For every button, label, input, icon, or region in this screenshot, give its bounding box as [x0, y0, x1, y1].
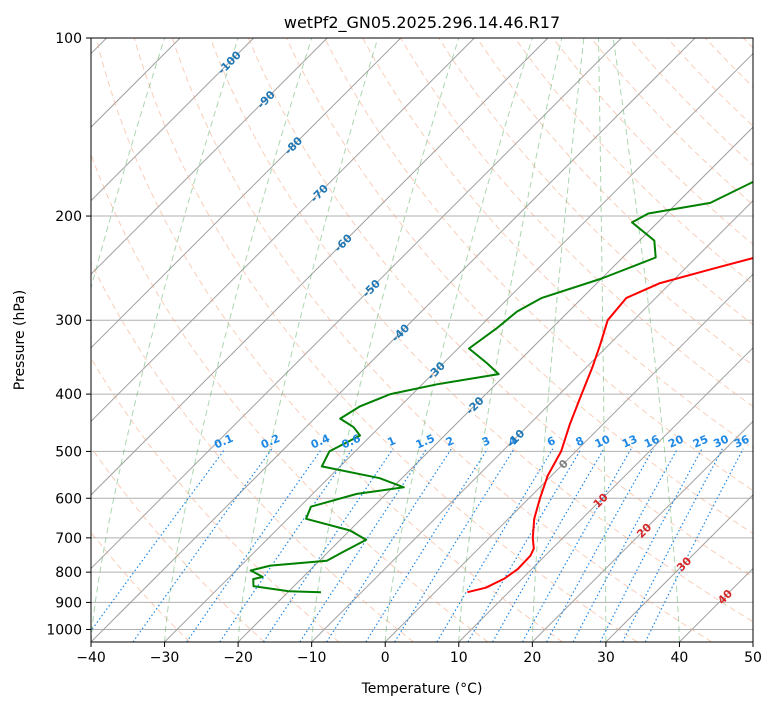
dry-adiabat-line: [91, 446, 265, 642]
mixing-ratio-line: [521, 448, 632, 642]
isotherm-line: [91, 38, 255, 202]
x-tick-label: −40: [76, 650, 106, 666]
isotherm-line: [164, 52, 753, 642]
mixing-ratio-line: [644, 448, 744, 642]
isotherm-line: [605, 494, 753, 642]
mixing-ratio-line: [492, 448, 605, 642]
isotherm-line: [91, 38, 328, 275]
x-tick-label: 40: [671, 650, 689, 666]
y-tick-label: 200: [55, 209, 82, 225]
x-tick-label: 50: [744, 650, 762, 666]
moist-adiabat-line: [91, 38, 239, 642]
moist-adiabat-line: [531, 38, 585, 642]
profiles: [249, 180, 753, 594]
temperature-profile-line: [467, 256, 753, 594]
isotherm-line: [458, 347, 753, 642]
mixing-ratio-line: [599, 448, 703, 642]
dry-adiabat-line: [514, 38, 753, 285]
moist-adiabat-line: [598, 38, 607, 642]
mixing-ratio-label: 16: [642, 432, 662, 450]
plot-area: [91, 38, 753, 642]
mixing-ratio-line: [546, 448, 654, 642]
moist-adiabat-line: [164, 38, 313, 642]
y-tick-label: 600: [55, 491, 82, 507]
dry-adiabat-line: [209, 38, 753, 623]
isotherm-line: [91, 38, 402, 349]
dry-adiabat-line: [324, 38, 753, 492]
isotherm-line: [531, 420, 753, 642]
x-tick-label: 30: [597, 650, 615, 666]
y-tick-label: 300: [55, 313, 82, 329]
mixing-ratio-line: [219, 448, 353, 642]
y-tick-label: 800: [55, 565, 82, 581]
y-tick-label: 900: [55, 595, 82, 611]
dry-adiabat-line: [91, 261, 414, 642]
dry-adiabat-line: [362, 38, 753, 449]
x-tick-label: 0: [381, 650, 390, 666]
y-tick-label: 500: [55, 444, 82, 460]
moist-adiabat-line: [458, 38, 563, 642]
y-axis-label: Pressure (hPa): [12, 290, 28, 390]
dewpoint-profile-line: [249, 180, 753, 594]
chart-title: wetPf2_GN05.2025.296.14.46.R17: [284, 13, 560, 33]
dry-adiabat-line: [171, 38, 713, 642]
axis-ticks: −40 −30 −20 −10 0 10 20 30 40 50 100 200 300 400 500 60…: [46, 31, 762, 666]
mixing-ratio-line: [572, 448, 678, 642]
dry-adiabat-line: [590, 38, 753, 206]
dry-adiabat-line: [95, 38, 563, 642]
x-tick-label: −20: [223, 650, 253, 666]
mixing-ratio-line: [299, 448, 428, 642]
mixing-ratio-line: [622, 448, 723, 642]
y-tick-label: 1000: [46, 622, 82, 638]
x-tick-label: 20: [523, 650, 541, 666]
isotherm-line: [384, 273, 753, 642]
isotherm-line: [91, 38, 622, 570]
x-axis-label: Temperature (°C): [361, 681, 483, 697]
x-tick-label: −10: [297, 650, 327, 666]
isotherm-line: [237, 126, 753, 642]
dry-adiabat-line: [476, 38, 753, 326]
mixing-ratio-line: [186, 448, 323, 642]
mixing-ratio-label: 10: [593, 432, 613, 450]
y-tick-label: 700: [55, 531, 82, 547]
moist-adiabat-line: [311, 38, 460, 642]
y-tick-label: 100: [55, 31, 82, 47]
background-lines: [91, 38, 753, 642]
isotherm-line: [91, 38, 549, 496]
mixing-ratio-label: 36: [732, 432, 752, 450]
isotherm-line: [91, 38, 475, 423]
moist-adiabat-line: [237, 38, 379, 642]
x-tick-label: 10: [450, 650, 468, 666]
x-tick-label: −30: [150, 650, 180, 666]
mixing-ratio-line: [467, 448, 582, 642]
mixing-ratio-line: [394, 448, 515, 642]
plot-frame: [90, 37, 754, 643]
mixing-ratio-label: 30: [711, 432, 731, 450]
y-tick-label: 400: [55, 387, 82, 403]
mixing-ratio-label: 25: [691, 433, 710, 451]
dry-adiabat-line: [628, 38, 753, 166]
isotherm-line: [91, 38, 696, 642]
dry-adiabat-line: [247, 38, 753, 578]
mixing-ratio-line: [436, 448, 554, 642]
moist-adiabat-line: [384, 38, 533, 642]
mixing-ratio-label: 13: [620, 433, 639, 451]
dry-adiabat-line: [400, 38, 753, 408]
dry-adiabat-line: [133, 38, 638, 642]
mixing-ratio-label: 20: [666, 432, 686, 450]
